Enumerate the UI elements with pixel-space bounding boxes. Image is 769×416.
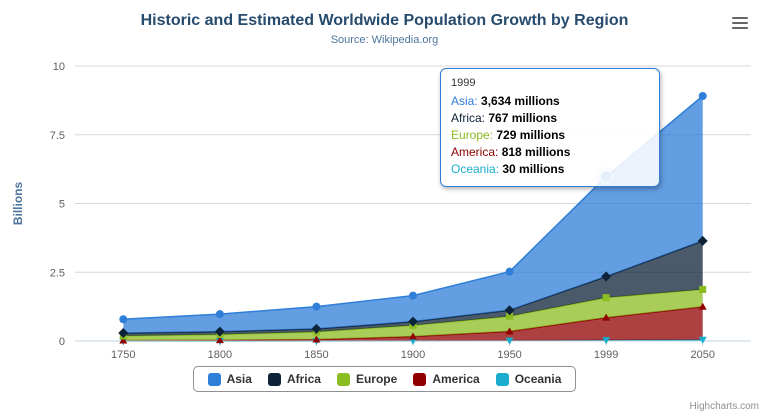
legend-item-america[interactable]: America [413, 372, 480, 386]
svg-text:1950: 1950 [497, 349, 521, 361]
series-asia-markers [119, 92, 707, 324]
tooltip-series-label: America: [451, 145, 499, 159]
hamburger-icon-bar [732, 27, 748, 29]
legend-label-oceania: Oceania [514, 372, 562, 386]
legend-swatch-europe [336, 372, 350, 386]
legend-swatch-america [413, 372, 427, 386]
series-asia-area[interactable] [123, 96, 703, 334]
tooltip-series-value: 30 millions [502, 162, 565, 176]
legend-label-america: America [432, 372, 480, 386]
svg-text:1850: 1850 [304, 349, 328, 361]
tooltip-row: Asia: 3,634 millions [451, 93, 649, 110]
tooltip-row: Africa: 767 millions [451, 110, 649, 127]
svg-text:1999: 1999 [594, 349, 618, 361]
series-africa-markers [118, 235, 708, 339]
legend-label-africa: Africa [286, 372, 321, 386]
svg-text:5: 5 [59, 199, 65, 211]
svg-text:10: 10 [53, 61, 65, 73]
svg-text:1750: 1750 [111, 349, 135, 361]
tooltip-series-label: Asia: [451, 94, 478, 108]
tooltip-series-label: Europe: [451, 128, 494, 142]
plot-area[interactable]: 0 2.5 5 7.5 10 Billions 1750 1800 1850 1900 1950 19… [0, 0, 769, 364]
svg-text:2.5: 2.5 [50, 267, 65, 279]
tooltip: 1999 Asia: 3,634 millions Africa: 767 mi… [440, 68, 660, 187]
legend-item-asia[interactable]: Asia [207, 372, 252, 386]
svg-text:2050: 2050 [690, 349, 714, 361]
legend-swatch-africa [267, 372, 281, 386]
export-menu-button[interactable] [727, 12, 753, 34]
svg-text:0: 0 [59, 336, 65, 348]
legend-box: Asia Africa Europe America Oceania [192, 366, 577, 392]
tooltip-row: Oceania: 30 millions [451, 161, 649, 178]
legend-swatch-oceania [495, 372, 509, 386]
legend-item-africa[interactable]: Africa [267, 372, 321, 386]
highcharts-credit-link[interactable]: Highcharts.com [689, 401, 759, 412]
tooltip-row: America: 818 millions [451, 144, 649, 161]
legend: Asia Africa Europe America Oceania [0, 366, 769, 392]
hamburger-icon-bar [732, 17, 748, 19]
chart-subtitle: Source: Wikipedia.org [330, 34, 439, 46]
svg-text:7.5: 7.5 [50, 130, 65, 142]
tooltip-series-label: Africa: [451, 111, 486, 125]
legend-label-asia: Asia [226, 372, 252, 386]
x-axis-labels: 1750 1800 1850 1900 1950 1999 2050 [111, 349, 715, 361]
tooltip-row: Europe: 729 millions [451, 127, 649, 144]
y-axis-title: Billions [11, 182, 25, 226]
legend-item-oceania[interactable]: Oceania [495, 372, 562, 386]
tooltip-series-value: 3,634 millions [481, 94, 560, 108]
hamburger-icon-bar [732, 22, 748, 24]
tooltip-header: 1999 [451, 77, 476, 89]
chart-title: Historic and Estimated Worldwide Populat… [140, 12, 629, 29]
svg-text:1800: 1800 [208, 349, 232, 361]
tooltip-series-value: 729 millions [496, 128, 566, 142]
legend-swatch-asia [207, 372, 221, 386]
legend-label-europe: Europe [355, 372, 398, 386]
tooltip-series-value: 818 millions [501, 145, 571, 159]
svg-text:1900: 1900 [401, 349, 425, 361]
series-america-markers [119, 302, 707, 344]
series-africa-area[interactable] [123, 240, 703, 336]
legend-item-europe[interactable]: Europe [336, 372, 398, 386]
tooltip-series-value: 767 millions [488, 111, 558, 125]
tooltip-series-label: Oceania: [451, 162, 500, 176]
y-axis-labels: 0 2.5 5 7.5 10 [50, 61, 65, 348]
series-america-area[interactable] [123, 306, 703, 341]
